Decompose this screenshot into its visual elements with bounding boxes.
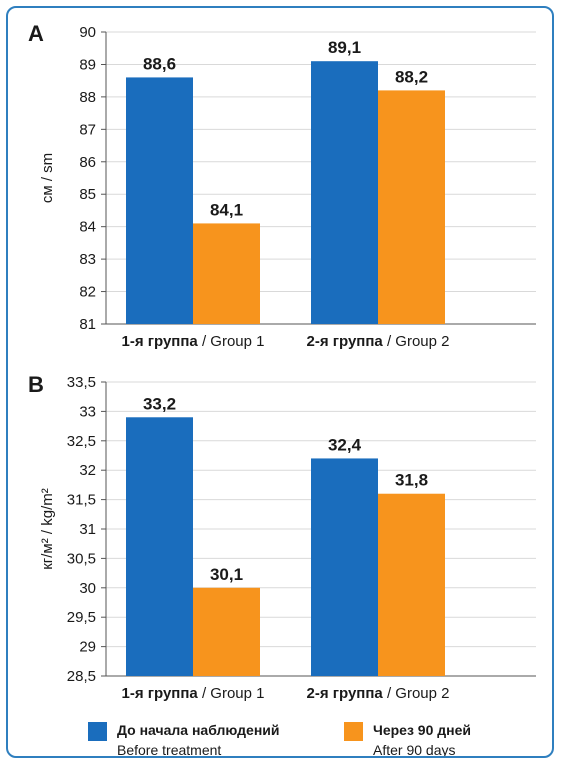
legend: До начала наблюдений Before treatment Че… [88, 720, 508, 758]
y-axis-label: см / sm [39, 153, 56, 203]
y-tick-label: 89 [79, 56, 96, 73]
category-label-ru: 2-я группа [307, 685, 384, 702]
legend-label-ru: До начала наблюдений [117, 722, 280, 738]
y-tick-label: 31 [79, 521, 96, 538]
y-tick-label: 32,5 [67, 433, 96, 450]
legend-swatch-before [88, 722, 107, 741]
panel-label: B [28, 372, 44, 397]
category-label: 2-я группа / Group 2 [307, 685, 450, 702]
category-label: 2-я группа / Group 2 [307, 333, 450, 350]
legend-label-en: Before treatment [117, 742, 222, 758]
category-label-en: / Group 2 [383, 685, 450, 702]
y-tick-label: 85 [79, 186, 96, 203]
data-label: 89,1 [328, 38, 361, 57]
bar [311, 458, 378, 676]
category-label-ru: 2-я группа [307, 333, 384, 350]
y-tick-label: 28,5 [67, 668, 96, 685]
data-label: 31,8 [395, 471, 428, 490]
y-tick-label: 87 [79, 121, 96, 138]
data-label: 33,2 [143, 394, 176, 413]
data-label: 88,2 [395, 67, 428, 86]
y-tick-label: 30,5 [67, 550, 96, 567]
figure-frame: A 81 82 83 84 85 86 87 88 89 90 см / sm 88,6 84,1 1-я … [6, 6, 554, 758]
y-tick-label: 88 [79, 89, 96, 106]
legend-label-ru: Через 90 дней [373, 722, 472, 738]
legend-swatch-after [344, 722, 363, 741]
data-label: 88,6 [143, 54, 176, 73]
bar [193, 587, 260, 676]
y-tick-label: 90 [79, 24, 96, 41]
legend-label-en: After 90 days [373, 742, 456, 758]
category-label-en: / Group 1 [198, 685, 265, 702]
y-tick-label: 83 [79, 251, 96, 268]
category-label-ru: 1-я группа [122, 685, 199, 702]
category-label: 1-я группа / Group 1 [122, 333, 265, 350]
legend-item-before: До начала наблюдений Before treatment [88, 720, 280, 758]
y-axis-label: кг/м² / kg/m² [39, 488, 56, 570]
bar [126, 77, 193, 324]
panel-label: A [28, 21, 44, 46]
category-label-ru: 1-я группа [122, 333, 199, 350]
bar [311, 61, 378, 324]
data-label: 84,1 [210, 200, 243, 219]
data-label: 30,1 [210, 565, 243, 584]
legend-item-after: Через 90 дней After 90 days [344, 720, 472, 758]
y-tick-label: 31,5 [67, 492, 96, 509]
bar-charts: A 81 82 83 84 85 86 87 88 89 90 см / sm 88,6 84,1 1-я … [28, 21, 536, 702]
y-tick-label: 33 [79, 403, 96, 420]
bar [193, 223, 260, 324]
category-label: 1-я группа / Group 1 [122, 685, 265, 702]
data-label: 32,4 [328, 435, 362, 454]
y-tick-label: 30 [79, 580, 96, 597]
y-tick-label: 32 [79, 462, 96, 479]
category-label-en: / Group 2 [383, 333, 450, 350]
y-tick-label: 29,5 [67, 609, 96, 626]
y-tick-label: 82 [79, 284, 96, 301]
y-tick-label: 33,5 [67, 374, 96, 391]
category-label-en: / Group 1 [198, 333, 265, 350]
y-tick-label: 29 [79, 639, 96, 656]
y-tick-label: 81 [79, 316, 96, 333]
y-tick-label: 86 [79, 154, 96, 171]
bar [378, 493, 445, 676]
bar [378, 90, 445, 325]
bar [126, 417, 193, 676]
y-tick-label: 84 [79, 219, 96, 236]
